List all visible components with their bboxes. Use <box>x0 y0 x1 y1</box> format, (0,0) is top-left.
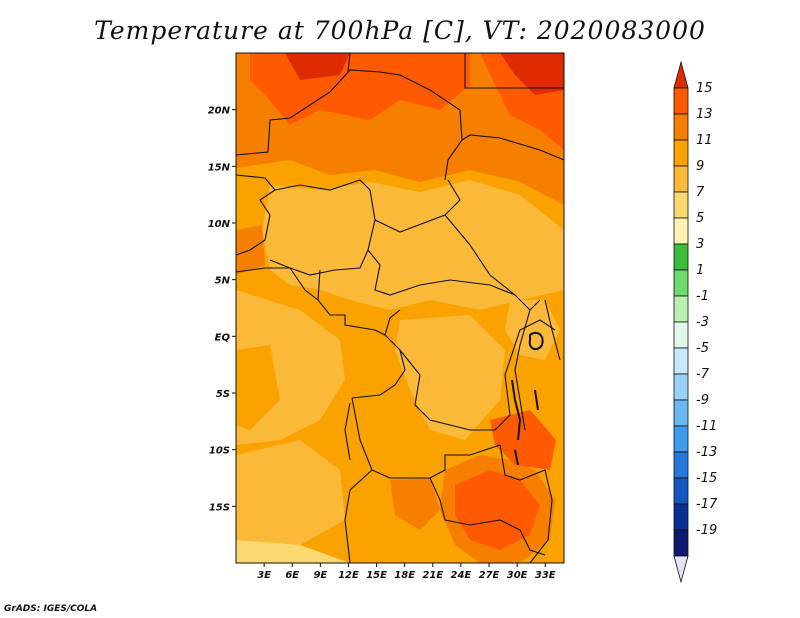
x-tick-label: 6E <box>285 570 299 581</box>
colorbar-label: -7 <box>696 367 710 382</box>
y-tick-label: 10N <box>208 219 231 230</box>
colorbar-swatch <box>673 347 689 375</box>
colorbar-swatch <box>673 373 689 401</box>
colorbar-swatch <box>673 217 689 245</box>
y-tick-label: 5S <box>216 389 230 400</box>
x-tick-label: 9E <box>313 570 327 581</box>
colorbar-label: -9 <box>696 393 709 408</box>
colorbar-label: 3 <box>696 237 704 252</box>
colorbar-label: -13 <box>696 445 717 460</box>
y-tick-label: EQ <box>215 332 231 343</box>
y-tick-label: 5N <box>215 276 231 287</box>
map-frame <box>235 52 565 564</box>
colorbar-swatch <box>673 113 689 141</box>
x-tick-label: 33E <box>535 570 556 581</box>
colorbar-label: 7 <box>696 185 705 200</box>
y-tick-label: 10S <box>209 446 230 457</box>
colorbar-label: 11 <box>696 133 713 148</box>
latitude-axis: 20N 15N 10N 5N EQ 5S 10S 15S <box>208 106 236 513</box>
y-tick-label: 15N <box>208 162 231 173</box>
x-tick-label: 12E <box>338 570 359 581</box>
colorbar-swatch <box>673 139 689 167</box>
x-tick-label: 27E <box>479 570 500 581</box>
colorbar-swatch <box>673 243 689 271</box>
colorbar-label: -17 <box>696 497 718 512</box>
colorbar-label: -5 <box>696 341 709 356</box>
grads-credit: GrADS: IGES/COLA <box>4 604 98 614</box>
x-tick-label: 18E <box>394 570 415 581</box>
colorbar-swatch <box>673 165 689 193</box>
temperature-field <box>236 53 564 563</box>
colorbar-bottom-arrow <box>673 555 689 584</box>
x-tick-label: 15E <box>366 570 387 581</box>
x-tick-label: 21E <box>422 570 443 581</box>
colorbar-swatch <box>673 399 689 427</box>
colorbar-swatch <box>673 321 689 349</box>
colorbar-label: -15 <box>696 471 717 486</box>
colorbar-swatch <box>673 191 689 219</box>
colorbar-label: -3 <box>696 315 709 330</box>
lakes <box>511 331 544 466</box>
map-title: Temperature at 700hPa [C], VT: 202008300… <box>94 16 706 45</box>
x-tick-label: 24E <box>451 570 472 581</box>
country-borders <box>236 53 564 563</box>
colorbar-label: 5 <box>696 211 704 226</box>
colorbar-label: -11 <box>696 419 717 434</box>
colorbar-swatch <box>673 477 689 505</box>
colorbar-swatch <box>673 269 689 297</box>
colorbar-top-arrow <box>673 60 689 89</box>
y-tick-label: 20N <box>208 106 231 117</box>
colorbar-label: 1 <box>696 263 704 278</box>
colorbar-swatch <box>673 295 689 323</box>
colorbar: 15 13 11 9 7 5 3 1 -1 -3 -5 -7 -9 -11 -13 -15 -17 -19 <box>673 60 718 584</box>
colorbar-swatch <box>673 425 689 453</box>
colorbar-label: -1 <box>696 289 709 304</box>
colorbar-label: 13 <box>696 107 713 122</box>
colorbar-label: -19 <box>696 523 717 538</box>
longitude-axis: 3E 6E 9E 12E 15E 18E 21E 24E 27E 30E 33E <box>257 563 556 581</box>
colorbar-swatch <box>673 529 689 557</box>
colorbar-swatch <box>673 503 689 531</box>
x-tick-label: 30E <box>507 570 528 581</box>
colorbar-swatch <box>673 451 689 479</box>
colorbar-label: 9 <box>696 159 704 174</box>
y-tick-label: 15S <box>209 502 230 513</box>
colorbar-label: 15 <box>696 81 713 96</box>
colorbar-swatch <box>673 87 689 115</box>
x-tick-label: 3E <box>257 570 271 581</box>
